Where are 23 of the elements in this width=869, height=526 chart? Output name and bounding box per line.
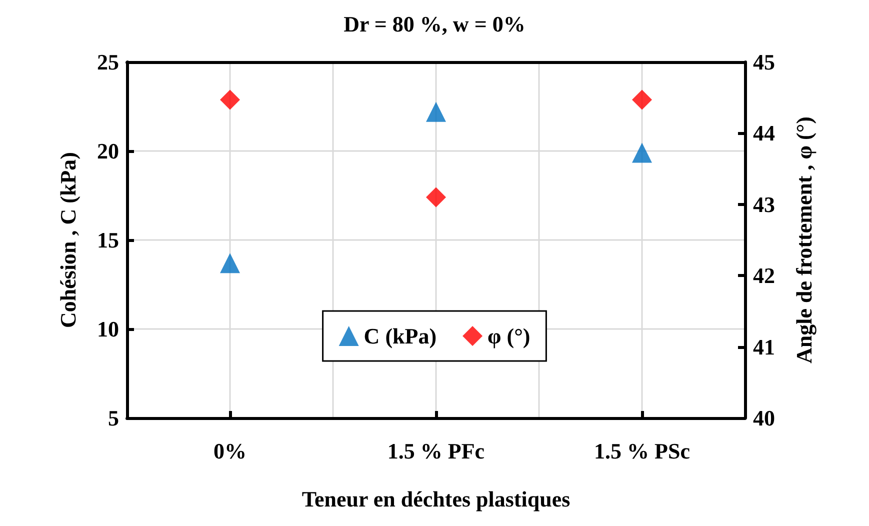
y2-tick-label: 41 bbox=[753, 334, 775, 360]
x-axis-title: Teneur en déchtes plastiques bbox=[302, 486, 571, 512]
y-tick-label: 15 bbox=[97, 228, 119, 252]
y2-axis-title: Angle de frottement , φ (°) bbox=[792, 116, 816, 364]
x-tick-label: 0% bbox=[214, 438, 246, 464]
y2-tick-label: 43 bbox=[753, 192, 775, 217]
y2-tick-label: 40 bbox=[753, 406, 775, 430]
x-tick-label: 1.5 % PSc bbox=[594, 438, 690, 464]
x-tick-label: 1.5 % PFc bbox=[387, 438, 485, 464]
y2-tick-label: 44 bbox=[753, 120, 775, 146]
legend-label: φ (°) bbox=[488, 324, 530, 348]
chart-title: Dr = 80 %, w = 0% bbox=[344, 12, 526, 36]
point bbox=[632, 142, 652, 163]
point bbox=[220, 253, 240, 274]
y-tick-label: 10 bbox=[97, 316, 119, 342]
y2-tick-label: 45 bbox=[753, 50, 775, 74]
y-tick-label: 20 bbox=[97, 138, 119, 164]
point bbox=[426, 102, 446, 122]
y-tick-label: 5 bbox=[108, 406, 119, 430]
y2-tick-label: 42 bbox=[753, 263, 775, 288]
y-axis-title: Cohésion , C (kPa) bbox=[56, 152, 80, 328]
y-tick-label: 25 bbox=[97, 50, 119, 74]
legend-label: C (kPa) bbox=[364, 324, 437, 348]
